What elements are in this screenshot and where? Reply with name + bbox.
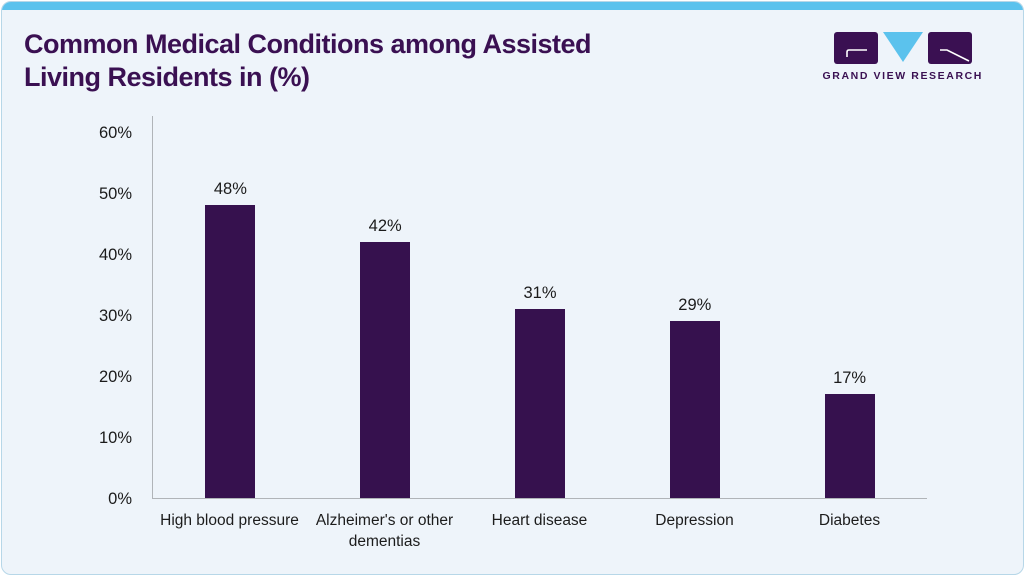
x-category-label: Alzheimer's or other dementias <box>315 512 454 550</box>
x-category-label: Diabetes <box>818 512 881 529</box>
bar-value-label: 42% <box>368 216 402 235</box>
logo-v-triangle-icon <box>882 32 923 62</box>
grand-view-research-logo-icon <box>833 32 972 64</box>
bar-value-label: 29% <box>678 296 712 315</box>
y-tick-label: 50% <box>98 185 132 203</box>
bar <box>360 241 411 498</box>
x-category-label: Heart disease <box>491 512 588 529</box>
y-tick-label: 60% <box>98 124 132 142</box>
y-tick-label: 30% <box>98 307 132 325</box>
bar <box>205 205 256 498</box>
bar-value-label: 48% <box>213 180 247 199</box>
logo-g-block-icon <box>833 32 878 64</box>
x-category-label: Depression <box>655 512 734 529</box>
y-tick-label: 20% <box>98 368 132 386</box>
y-axis-labels: 0% 10% 20% 30% 40% 50% 60% <box>2 124 142 508</box>
y-tick-label: 40% <box>98 246 132 264</box>
bar <box>824 394 875 498</box>
bar-slot: 42% <box>308 116 463 498</box>
bar-value-label: 31% <box>523 283 557 302</box>
brand-logo: GRAND VIEW RESEARCH <box>823 32 984 82</box>
x-category-labels: High blood pressure Alzheimer's or other … <box>152 510 927 552</box>
logo-r-block-icon <box>927 32 972 64</box>
top-accent-strip <box>2 2 1023 10</box>
page-title: Common Medical Conditions among Assisted… <box>24 28 592 94</box>
bar-chart: 0% 10% 20% 30% 40% 50% 60% 48% 42% 31% 29% 17% Hig… <box>2 116 1023 554</box>
bar-slot: 48% <box>153 116 308 498</box>
page-title-line1: Common Medical Conditions among Assisted <box>24 29 592 59</box>
bar-value-label: 17% <box>833 369 867 388</box>
page-title-line2: Living Residents in (%) <box>24 62 310 92</box>
y-tick-label: 10% <box>98 429 132 447</box>
header: Common Medical Conditions among Assisted… <box>2 10 1023 94</box>
bar <box>514 308 565 498</box>
bar <box>669 321 720 498</box>
plot-area: 48% 42% 31% 29% 17% <box>152 116 927 499</box>
x-category-label: High blood pressure <box>160 512 299 529</box>
bar-slot: 17% <box>772 116 927 498</box>
logo-wordmark: GRAND VIEW RESEARCH <box>822 70 983 82</box>
bar-slot: 31% <box>463 116 618 498</box>
bar-slot: 29% <box>617 116 772 498</box>
y-tick-label: 0% <box>108 490 132 508</box>
